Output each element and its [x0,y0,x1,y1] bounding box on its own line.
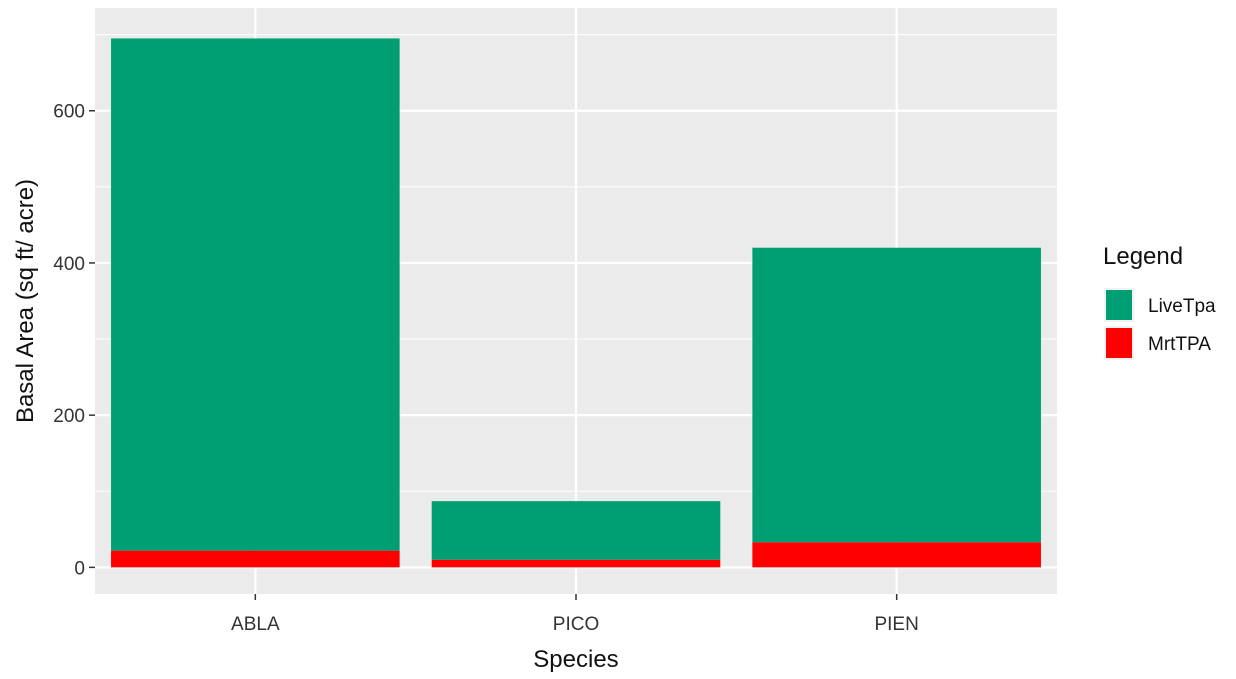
legend-swatch-mrttpa [1106,328,1132,358]
legend-items: LiveTpa MrtTPA [1104,288,1216,360]
y-tick-label: 200 [53,406,85,427]
legend-swatch-livetpa [1106,290,1132,320]
bar-mrttpa-pien [752,542,1041,568]
y-tick-label: 600 [53,102,85,123]
x-tick-label: ABLA [231,614,280,635]
legend-label-mrttpa: MrtTPA [1148,334,1211,355]
bar-mrttpa-pico [431,559,721,568]
bar-mrttpa-abla [111,550,400,568]
y-tick-label: 400 [53,254,85,275]
legend-label-livetpa: LiveTpa [1148,296,1216,317]
legend: Legend LiveTpa MrtTPA [1103,243,1216,360]
axes: 0 200 400 600 ABLA PICO PIEN [53,102,919,635]
legend-title: Legend [1103,243,1183,270]
x-axis-title: Species [533,646,618,673]
y-tick-label: 0 [74,558,85,579]
x-tick-label: PIEN [874,614,918,635]
bars [111,38,1041,568]
y-axis-title: Basal Area (sq ft/ acre) [12,179,39,423]
bar-livetpa-pien [752,247,1041,543]
x-tick-label: PICO [553,614,599,635]
bar-livetpa-pico [431,501,721,560]
bar-livetpa-abla [111,38,400,551]
